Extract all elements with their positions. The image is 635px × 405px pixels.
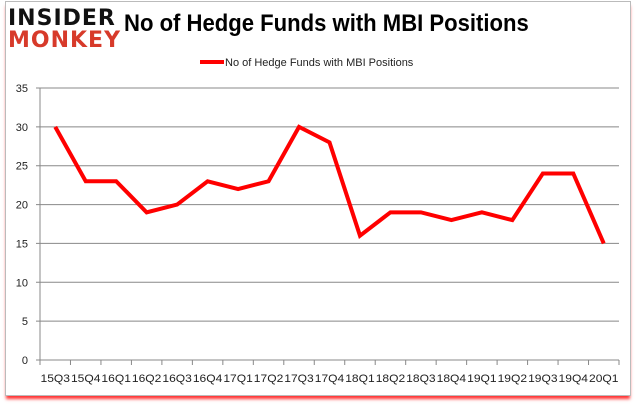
- x-tick-label: 16Q2: [132, 373, 161, 385]
- y-tick-label: 0: [22, 355, 28, 367]
- logo-line-1: INSIDER: [8, 6, 116, 31]
- x-tick-label: 17Q3: [284, 373, 313, 385]
- x-tick-label: 18Q3: [406, 373, 435, 385]
- chart-title: No of Hedge Funds with MBI Positions: [124, 10, 529, 37]
- x-tick-label: 19Q1: [467, 373, 496, 385]
- logo-line-2: MONKEY: [8, 28, 122, 53]
- x-tick-label: 19Q3: [528, 373, 557, 385]
- y-tick-label: 30: [16, 122, 28, 134]
- y-tick-label: 35: [16, 83, 28, 95]
- y-tick-label: 25: [16, 161, 28, 173]
- x-tick-label: 17Q4: [315, 373, 344, 385]
- x-tick-label: 16Q3: [162, 373, 191, 385]
- insider-monkey-logo: INSIDER MONKEY: [8, 6, 122, 53]
- x-tick-label: 17Q1: [223, 373, 252, 385]
- series-line: [53, 124, 606, 245]
- y-tick-label: 20: [16, 200, 28, 212]
- x-tick-label: 18Q1: [345, 373, 374, 385]
- legend-label: No of Hedge Funds with MBI Positions: [225, 57, 414, 69]
- y-tick-label: 5: [22, 316, 28, 328]
- y-tick-label: 10: [16, 277, 28, 289]
- y-tick-label: 15: [16, 238, 28, 250]
- x-tick-label: 16Q4: [193, 373, 222, 385]
- x-tick-label: 19Q4: [559, 373, 588, 385]
- x-tick-label: 19Q2: [498, 373, 527, 385]
- x-tick-label: 20Q1: [589, 373, 618, 385]
- x-tick-label: 15Q3: [41, 373, 70, 385]
- x-tick-label: 15Q4: [71, 373, 100, 385]
- x-tick-label: 18Q2: [376, 373, 405, 385]
- x-tick-label: 17Q2: [254, 373, 283, 385]
- x-tick-label: 16Q1: [101, 373, 130, 385]
- x-tick-label: 18Q4: [437, 373, 466, 385]
